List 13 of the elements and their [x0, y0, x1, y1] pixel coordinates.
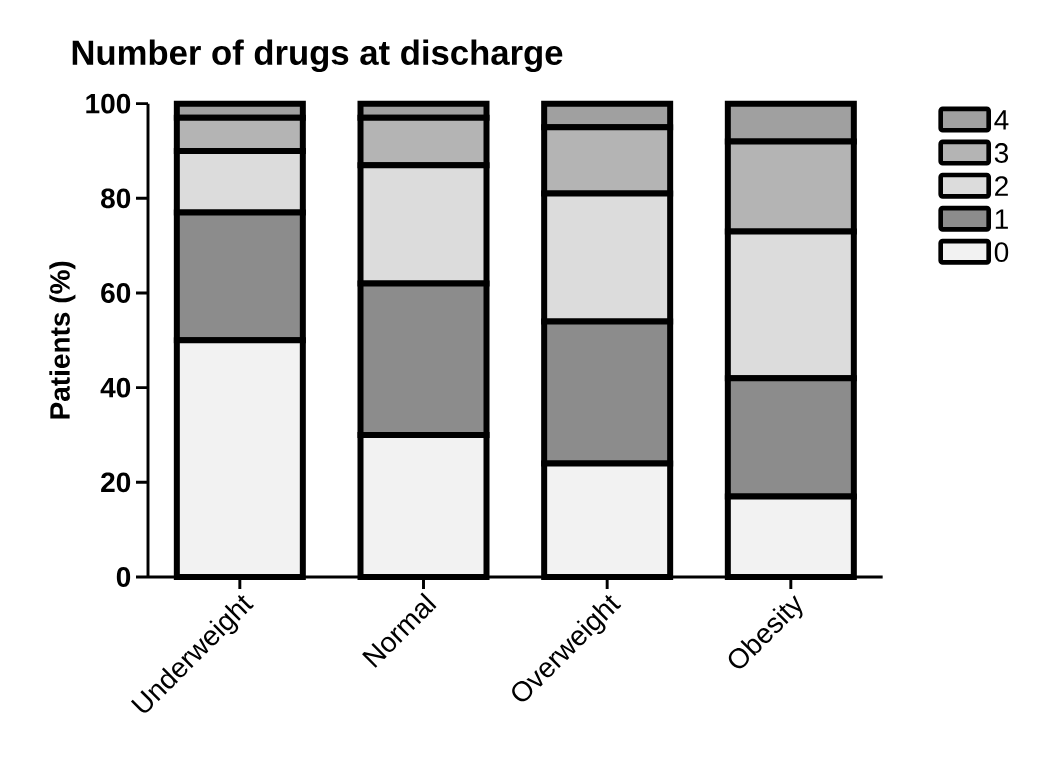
y-tick-label: 100 — [86, 93, 131, 114]
y-axis-title: Patients (%) — [49, 261, 76, 419]
y-tick-label: 80 — [101, 188, 131, 209]
y-tick-label: 40 — [100, 377, 131, 398]
y-tick-label: 20 — [101, 472, 131, 493]
legend-label: 4 — [994, 110, 1009, 130]
chart-title: Number of drugs at discharge — [72, 39, 563, 73]
legend-label: 1 — [995, 209, 1008, 229]
legend-label: 3 — [994, 143, 1009, 163]
y-tick-label: 0 — [116, 567, 131, 587]
legend-label: 0 — [994, 242, 1009, 263]
y-tick-label: 60 — [101, 283, 131, 303]
legend-label: 2 — [995, 176, 1008, 196]
